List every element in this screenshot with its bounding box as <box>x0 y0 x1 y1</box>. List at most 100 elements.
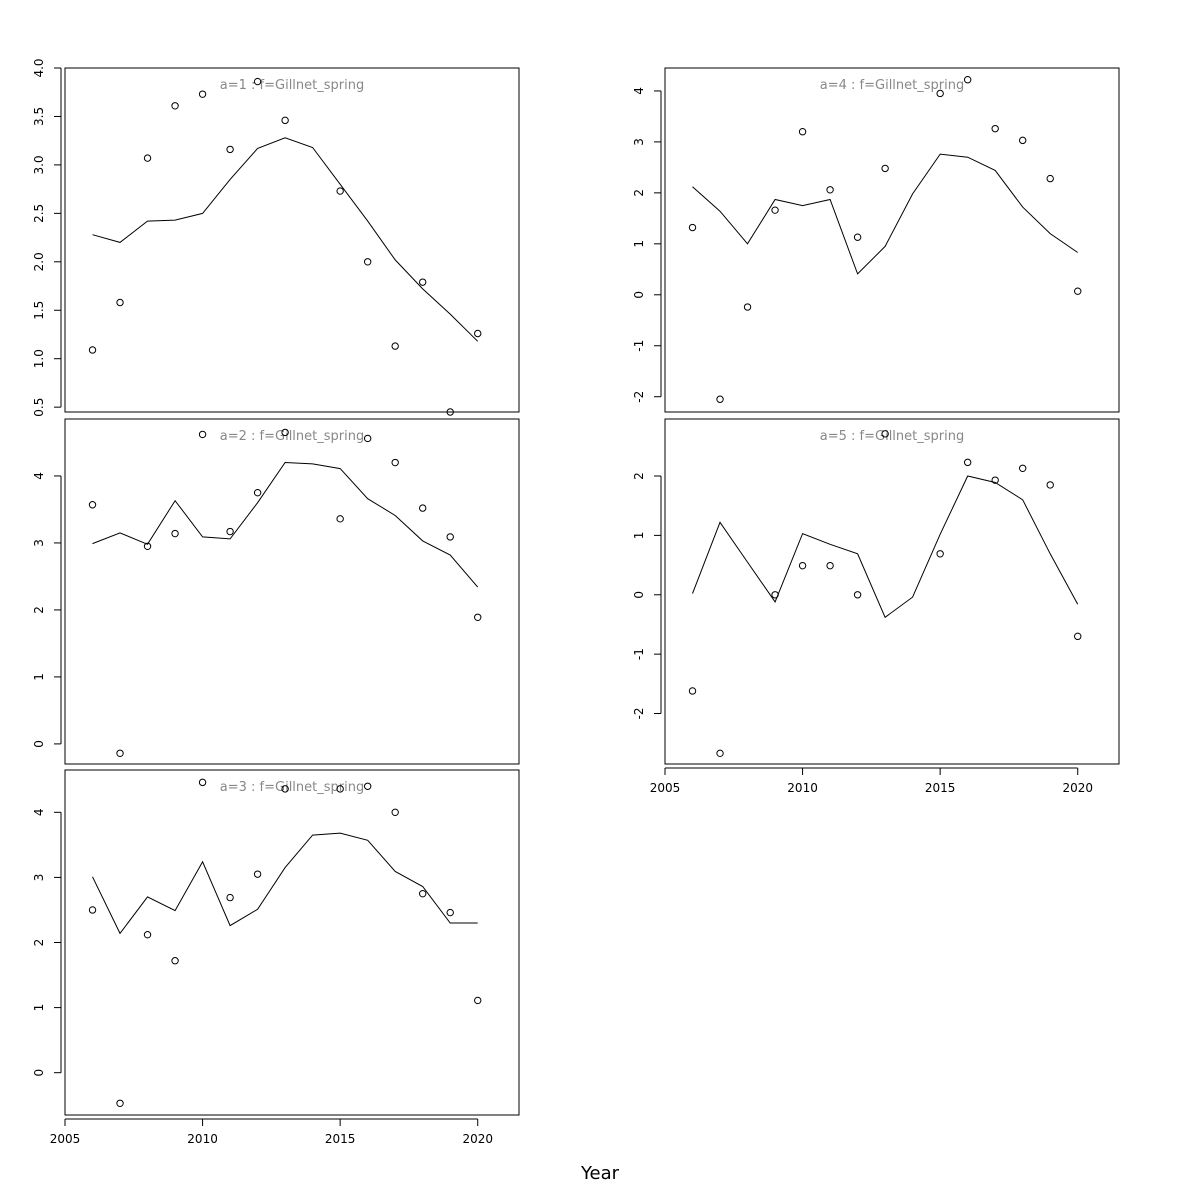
y-tick-label: 4 <box>632 87 646 95</box>
y-tick-label: 4 <box>32 808 46 816</box>
observed-point <box>253 488 262 497</box>
y-tick-label: 1.0 <box>32 349 46 368</box>
x-axis-label: Year <box>580 1163 620 1184</box>
y-tick-label: 2 <box>632 189 646 197</box>
y-tick-label: 1 <box>632 532 646 540</box>
observed-point <box>391 808 399 817</box>
fitted-line <box>92 461 479 588</box>
observed-point <box>688 223 697 232</box>
observed-point <box>798 561 807 570</box>
observed-point <box>771 206 779 214</box>
observed-point <box>1074 287 1082 295</box>
panel-2: a=2 : f=Gillnet_spring 0 1 2 3 4 <box>32 418 520 765</box>
observed-point <box>143 930 152 939</box>
observed-point <box>171 529 179 538</box>
observed-point <box>336 785 344 793</box>
observed-point <box>281 428 289 437</box>
observed-point <box>226 145 234 154</box>
x-tick-label: 2015 <box>925 781 956 795</box>
observed-point <box>116 298 124 307</box>
plot-frame <box>64 418 520 765</box>
y-tick-label: 1 <box>632 240 646 248</box>
panels: a=1 : f=Gillnet_spring 0.5 1.0 1.5 2.0 2.5 3.0… <box>32 58 1120 1146</box>
observed-point <box>716 395 724 403</box>
panel-3: a=3 : f=Gillnet_spring 0 1 2 3 4 2005 2010 2015 2… <box>32 769 520 1146</box>
y-tick-label: 4 <box>32 472 46 480</box>
observed-point <box>1046 481 1054 489</box>
observed-point <box>963 76 972 84</box>
panel-title: a=4 : f=Gillnet_spring <box>820 78 964 93</box>
fitted-line <box>692 475 1079 619</box>
y-tick-label: 0 <box>632 291 646 299</box>
observed-point <box>171 102 179 110</box>
plot-frame <box>664 67 1120 413</box>
observed-point <box>198 430 207 439</box>
y-tick-label: 2 <box>632 472 646 480</box>
observed-point <box>391 342 399 350</box>
observed-point <box>198 90 207 98</box>
observed-point <box>363 258 372 266</box>
panel-title: a=2 : f=Gillnet_spring <box>220 429 364 444</box>
observed-point <box>1018 464 1027 472</box>
observed-point <box>198 778 207 787</box>
plot-frame <box>64 769 520 1116</box>
y-tick-label: 3.5 <box>32 107 46 126</box>
observed-point <box>171 957 179 965</box>
observed-point <box>418 278 427 286</box>
observed-point <box>963 458 972 467</box>
y-tick-label: -1 <box>632 648 646 660</box>
observed-point <box>881 430 889 438</box>
observed-point <box>991 476 999 484</box>
observed-point <box>143 542 152 550</box>
x-tick-label: 2020 <box>462 1132 493 1146</box>
observed-point <box>688 687 697 695</box>
y-tick-label: 3 <box>632 138 646 146</box>
observed-point <box>474 329 482 338</box>
observed-point <box>336 187 344 195</box>
panel-title: a=1 : f=Gillnet_spring <box>220 78 364 93</box>
y-tick-label: 0 <box>32 1069 46 1077</box>
x-tick-label: 2015 <box>325 1132 356 1146</box>
observed-point <box>1074 632 1082 641</box>
observed-point <box>798 128 807 136</box>
x-tick-label: 2010 <box>187 1132 218 1146</box>
y-tick-label: 2 <box>32 939 46 947</box>
observed-point <box>226 527 234 536</box>
observed-point <box>936 89 944 98</box>
observed-point <box>253 77 262 86</box>
fitted-line <box>92 137 479 342</box>
observed-point <box>391 458 399 467</box>
y-tick-label: -1 <box>632 340 646 352</box>
observed-point <box>281 785 289 793</box>
y-tick-label: 3 <box>32 874 46 882</box>
observed-point <box>446 533 454 541</box>
panel-4: a=4 : f=Gillnet_spring -2 -1 0 1 2 3 4 <box>632 67 1120 413</box>
y-tick-label: -2 <box>632 391 646 403</box>
observed-point <box>826 186 834 194</box>
observed-point <box>446 408 454 416</box>
x-tick-label: 2020 <box>1062 781 1093 795</box>
y-tick-label: 3 <box>32 539 46 547</box>
y-tick-label: 1 <box>32 673 46 681</box>
y-tick-label: 2 <box>32 606 46 614</box>
observed-point <box>853 233 862 241</box>
observed-point <box>474 996 482 1005</box>
observed-point <box>363 782 372 790</box>
observed-point <box>116 1099 124 1107</box>
panel-title: a=3 : f=Gillnet_spring <box>220 780 364 795</box>
observed-point <box>474 613 482 621</box>
y-tick-label: 1 <box>32 1004 46 1012</box>
fitted-line <box>692 153 1078 275</box>
observed-point <box>826 561 834 570</box>
x-tick-label: 2010 <box>787 781 818 795</box>
x-tick-label: 2005 <box>50 1132 81 1146</box>
y-tick-label: 0.5 <box>32 398 46 417</box>
y-tick-label: -2 <box>632 708 646 720</box>
y-tick-label: 1.5 <box>32 301 46 320</box>
observed-point <box>446 908 454 917</box>
panel-title: a=5 : f=Gillnet_spring <box>820 429 964 444</box>
observed-point <box>116 749 124 757</box>
observed-point <box>226 893 234 902</box>
observed-point <box>281 116 289 125</box>
